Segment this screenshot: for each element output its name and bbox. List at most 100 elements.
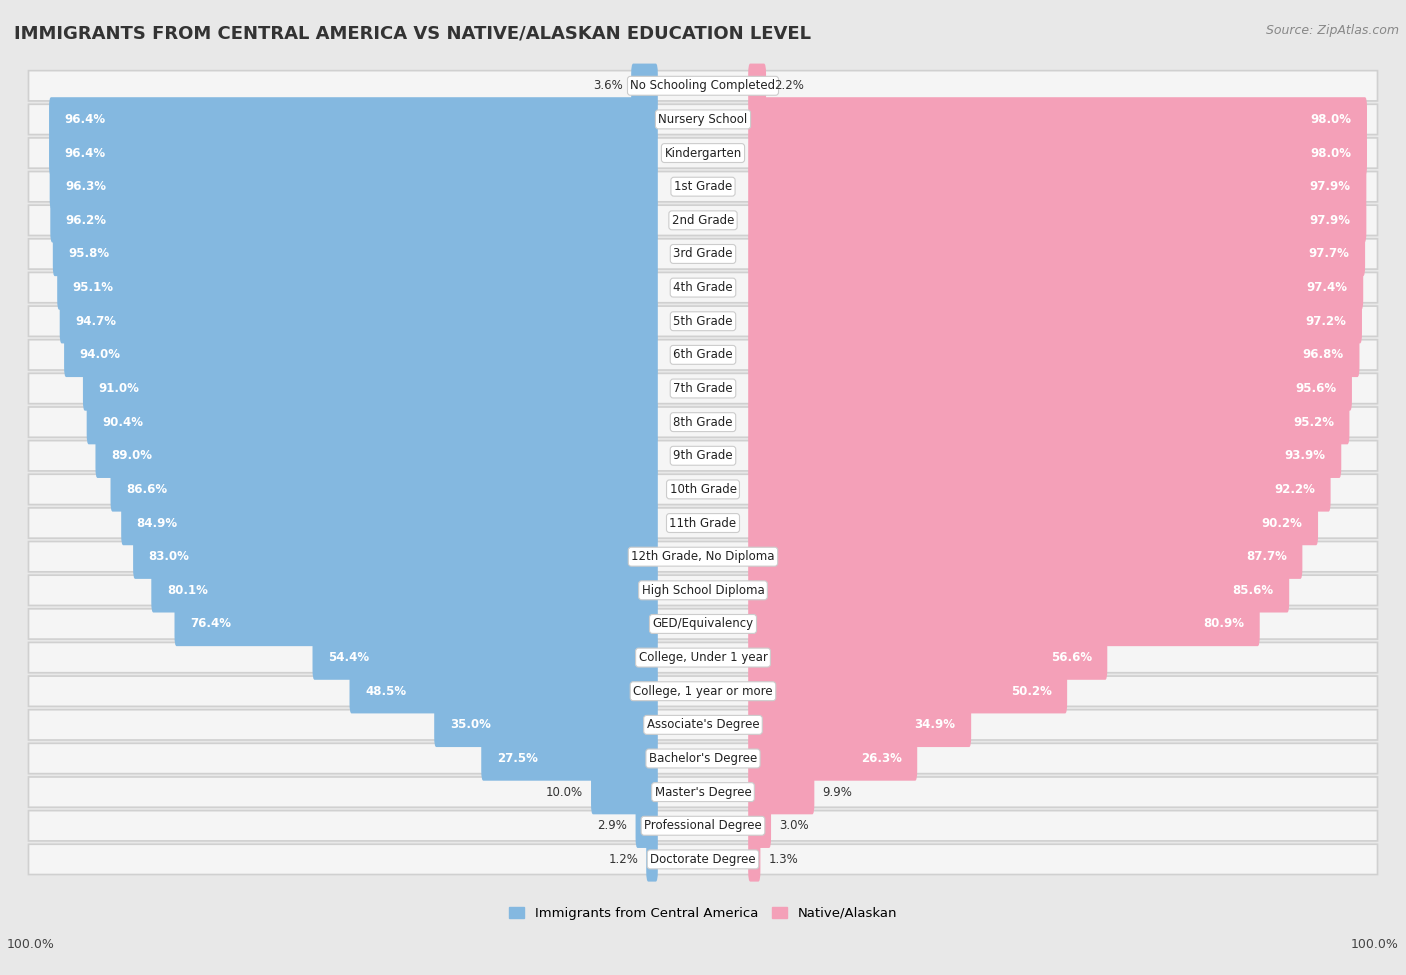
Text: 8th Grade: 8th Grade	[673, 415, 733, 429]
FancyBboxPatch shape	[748, 131, 1367, 176]
Text: 4th Grade: 4th Grade	[673, 281, 733, 294]
Text: 80.9%: 80.9%	[1204, 617, 1244, 631]
FancyBboxPatch shape	[28, 306, 1378, 336]
FancyBboxPatch shape	[748, 669, 1067, 714]
Text: 76.4%: 76.4%	[190, 617, 231, 631]
Text: College, 1 year or more: College, 1 year or more	[633, 684, 773, 698]
FancyBboxPatch shape	[28, 205, 1378, 235]
Text: 6th Grade: 6th Grade	[673, 348, 733, 362]
Text: 98.0%: 98.0%	[1310, 113, 1351, 126]
Text: 96.4%: 96.4%	[65, 113, 105, 126]
FancyBboxPatch shape	[481, 736, 658, 781]
FancyBboxPatch shape	[312, 636, 658, 680]
Text: 98.0%: 98.0%	[1310, 146, 1351, 160]
FancyBboxPatch shape	[748, 770, 814, 814]
FancyBboxPatch shape	[174, 602, 658, 646]
FancyBboxPatch shape	[111, 467, 658, 512]
FancyBboxPatch shape	[748, 803, 770, 848]
Text: 100.0%: 100.0%	[1351, 938, 1399, 951]
FancyBboxPatch shape	[28, 104, 1378, 135]
FancyBboxPatch shape	[121, 501, 658, 545]
FancyBboxPatch shape	[28, 172, 1378, 202]
Text: 95.1%: 95.1%	[73, 281, 114, 294]
FancyBboxPatch shape	[28, 272, 1378, 302]
FancyBboxPatch shape	[748, 602, 1260, 646]
Text: 83.0%: 83.0%	[149, 550, 190, 564]
Text: 84.9%: 84.9%	[136, 517, 177, 529]
FancyBboxPatch shape	[28, 339, 1378, 370]
Text: 93.9%: 93.9%	[1285, 449, 1326, 462]
Text: 94.0%: 94.0%	[80, 348, 121, 362]
Text: 97.4%: 97.4%	[1306, 281, 1348, 294]
Text: 50.2%: 50.2%	[1011, 684, 1052, 698]
FancyBboxPatch shape	[28, 541, 1378, 571]
Text: 48.5%: 48.5%	[366, 684, 406, 698]
FancyBboxPatch shape	[83, 367, 658, 410]
Text: Associate's Degree: Associate's Degree	[647, 719, 759, 731]
Text: IMMIGRANTS FROM CENTRAL AMERICA VS NATIVE/ALASKAN EDUCATION LEVEL: IMMIGRANTS FROM CENTRAL AMERICA VS NATIV…	[14, 24, 811, 42]
FancyBboxPatch shape	[28, 575, 1378, 605]
FancyBboxPatch shape	[748, 434, 1341, 478]
Text: 56.6%: 56.6%	[1050, 651, 1092, 664]
FancyBboxPatch shape	[28, 373, 1378, 404]
Text: Kindergarten: Kindergarten	[665, 146, 741, 160]
Text: 2nd Grade: 2nd Grade	[672, 214, 734, 227]
Text: 95.6%: 95.6%	[1295, 382, 1337, 395]
Text: 35.0%: 35.0%	[450, 719, 491, 731]
FancyBboxPatch shape	[51, 198, 658, 243]
FancyBboxPatch shape	[748, 636, 1108, 680]
FancyBboxPatch shape	[28, 239, 1378, 269]
Text: 96.8%: 96.8%	[1303, 348, 1344, 362]
Text: 97.9%: 97.9%	[1310, 214, 1351, 227]
FancyBboxPatch shape	[434, 703, 658, 747]
Text: 1st Grade: 1st Grade	[673, 180, 733, 193]
FancyBboxPatch shape	[152, 568, 658, 612]
Text: 90.4%: 90.4%	[103, 415, 143, 429]
Text: College, Under 1 year: College, Under 1 year	[638, 651, 768, 664]
FancyBboxPatch shape	[65, 332, 658, 377]
Text: 95.8%: 95.8%	[69, 248, 110, 260]
Text: Master's Degree: Master's Degree	[655, 786, 751, 799]
FancyBboxPatch shape	[748, 63, 766, 108]
Text: Source: ZipAtlas.com: Source: ZipAtlas.com	[1265, 24, 1399, 37]
Text: 96.2%: 96.2%	[66, 214, 107, 227]
FancyBboxPatch shape	[748, 703, 972, 747]
Text: 27.5%: 27.5%	[496, 752, 537, 765]
Text: 92.2%: 92.2%	[1274, 483, 1315, 496]
Text: 9th Grade: 9th Grade	[673, 449, 733, 462]
FancyBboxPatch shape	[28, 810, 1378, 840]
FancyBboxPatch shape	[28, 676, 1378, 706]
FancyBboxPatch shape	[53, 232, 658, 276]
FancyBboxPatch shape	[748, 534, 1302, 579]
FancyBboxPatch shape	[748, 98, 1367, 141]
FancyBboxPatch shape	[748, 838, 761, 881]
Text: 97.9%: 97.9%	[1310, 180, 1351, 193]
Text: 100.0%: 100.0%	[7, 938, 55, 951]
FancyBboxPatch shape	[58, 265, 658, 310]
Text: 54.4%: 54.4%	[328, 651, 370, 664]
FancyBboxPatch shape	[28, 643, 1378, 673]
FancyBboxPatch shape	[49, 131, 658, 176]
FancyBboxPatch shape	[49, 165, 658, 209]
Text: 1.3%: 1.3%	[769, 853, 799, 866]
Text: Professional Degree: Professional Degree	[644, 819, 762, 833]
Text: Nursery School: Nursery School	[658, 113, 748, 126]
Text: 3.6%: 3.6%	[593, 79, 623, 93]
FancyBboxPatch shape	[28, 137, 1378, 169]
Text: 85.6%: 85.6%	[1233, 584, 1274, 597]
Text: 26.3%: 26.3%	[860, 752, 901, 765]
Text: GED/Equivalency: GED/Equivalency	[652, 617, 754, 631]
Text: 2.9%: 2.9%	[598, 819, 627, 833]
FancyBboxPatch shape	[28, 777, 1378, 807]
FancyBboxPatch shape	[28, 441, 1378, 471]
FancyBboxPatch shape	[591, 770, 658, 814]
FancyBboxPatch shape	[748, 198, 1367, 243]
FancyBboxPatch shape	[28, 844, 1378, 875]
Text: 9.9%: 9.9%	[823, 786, 852, 799]
Text: 96.3%: 96.3%	[65, 180, 107, 193]
Text: 5th Grade: 5th Grade	[673, 315, 733, 328]
Text: 91.0%: 91.0%	[98, 382, 139, 395]
Text: 3.0%: 3.0%	[779, 819, 808, 833]
Text: Doctorate Degree: Doctorate Degree	[650, 853, 756, 866]
FancyBboxPatch shape	[96, 434, 658, 478]
